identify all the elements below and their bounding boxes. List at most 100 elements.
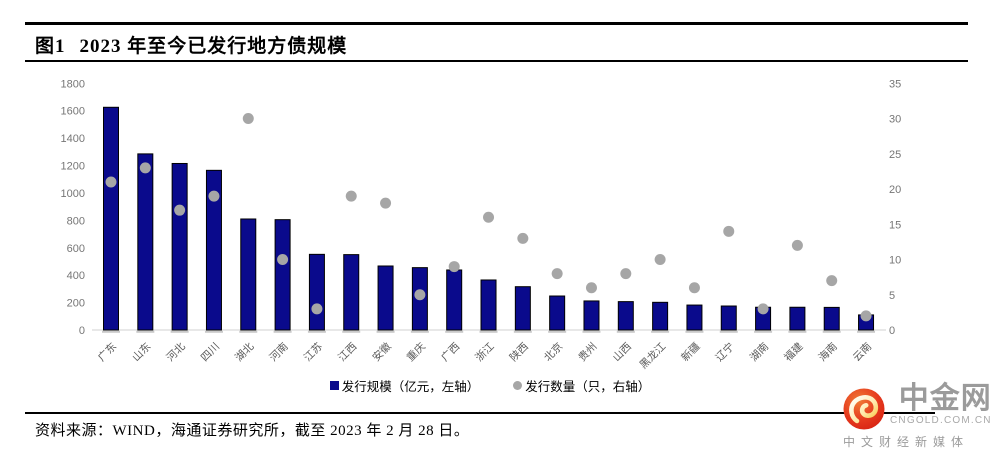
dot [414, 289, 426, 301]
dot [174, 204, 186, 216]
bar [103, 106, 119, 331]
cngold-logo-icon [843, 388, 885, 430]
bar-shadow [548, 330, 567, 333]
x-axis-label: 浙江 [473, 340, 497, 364]
bar-shadow [822, 330, 841, 333]
bar-shadow [651, 330, 670, 333]
right-axis-tick-label: 25 [889, 149, 901, 161]
bar [446, 269, 463, 331]
cngold-domain: CNGOLD.COM.CN [890, 415, 992, 426]
left-axis-tick-label: 1000 [61, 188, 85, 200]
bar-shadow [445, 330, 464, 333]
bar [480, 279, 497, 331]
x-axis-label: 重庆 [404, 340, 428, 364]
dot-series-marker-icon [513, 381, 523, 390]
right-axis-tick-label: 10 [889, 255, 901, 267]
dot [585, 282, 597, 294]
x-axis-label: 河南 [267, 340, 291, 364]
bar-shadow [582, 330, 601, 333]
dot [826, 275, 838, 287]
figure-title: 图1 2023 年至今已发行地方债规模 [35, 30, 347, 58]
dot [860, 310, 872, 322]
bar-shadow [102, 330, 120, 333]
x-axis-label: 山西 [611, 341, 634, 364]
left-axis-tick-label: 600 [67, 243, 85, 255]
bar-shadow [239, 330, 258, 333]
x-axis-label: 广东 [95, 340, 119, 364]
left-axis-tick-label: 1800 [61, 78, 85, 90]
bar [274, 219, 291, 331]
chart-legend: 发行规模（亿元，左轴） 发行数量（只，右轴） [95, 376, 885, 395]
bar-shadow [410, 330, 429, 333]
bar-shadow [788, 330, 807, 333]
dot [242, 113, 254, 125]
x-axis-label: 黑龙江 [637, 340, 669, 372]
legend-label-dots: 发行数量（只，右轴） [525, 380, 651, 394]
x-axis-label: 安徽 [370, 340, 394, 364]
bar [652, 301, 669, 331]
bar-shadow [685, 330, 704, 333]
dot [723, 225, 735, 237]
dot [448, 261, 460, 273]
bar [720, 305, 737, 331]
left-axis-tick-label: 1600 [61, 106, 85, 118]
source-note: 资料来源：WIND，海通证券研究所，截至 2023 年 2 月 28 日。 [35, 423, 470, 439]
x-axis-label: 辽宁 [713, 340, 737, 364]
x-axis-label: 陕西 [507, 340, 531, 364]
right-axis-tick-label: 5 [889, 290, 895, 302]
bar-shadow [719, 330, 738, 333]
bar [377, 265, 394, 331]
bar [789, 306, 806, 331]
cngold-watermark: 中金网 CNGOLD.COM.CN 中文财经新媒体 [843, 384, 1003, 450]
x-axis-label: 江西 [336, 341, 359, 364]
bar [171, 162, 188, 331]
dot [791, 239, 803, 251]
dot [620, 268, 632, 280]
footer-divider [25, 412, 935, 414]
x-axis-label: 新疆 [679, 340, 703, 364]
figure-title-text: 2023 年至今已发行地方债规模 [79, 35, 348, 57]
bar-shadow [754, 330, 773, 333]
dot [483, 211, 495, 223]
bar [583, 300, 600, 331]
dot [208, 190, 220, 202]
bar-shadow [170, 330, 189, 333]
left-axis-tick-label: 1200 [61, 161, 85, 173]
bar-shadow [857, 330, 876, 333]
bar-series-marker-icon [329, 381, 339, 390]
dot [380, 197, 392, 209]
x-axis-label: 广西 [439, 341, 462, 364]
bar-shadow [204, 330, 223, 333]
legend-item-dots: 发行数量（只，右轴） [513, 376, 650, 395]
x-axis-label: 海南 [816, 340, 840, 364]
cngold-tagline: 中文财经新媒体 [843, 435, 970, 449]
legend-label-bars: 发行规模（亿元，左轴） [341, 380, 480, 394]
bar [514, 286, 531, 331]
bar-shadow [376, 330, 395, 333]
bar-shadow [273, 330, 292, 333]
x-axis-label: 山东 [129, 340, 153, 364]
right-axis-tick-label: 0 [889, 325, 895, 337]
dot [105, 176, 117, 188]
bar [308, 253, 325, 331]
dot [517, 232, 529, 244]
x-axis-label: 河北 [164, 340, 188, 364]
x-axis-label: 江苏 [301, 340, 325, 364]
bar-shadow [616, 330, 635, 333]
dot [311, 303, 323, 315]
x-axis-label: 北京 [541, 340, 565, 364]
bar-shadow [342, 330, 361, 333]
figure-label: 图1 [35, 35, 66, 57]
dot [757, 303, 769, 315]
bar [137, 153, 154, 331]
dot [551, 268, 563, 280]
left-axis-tick-label: 1400 [61, 133, 85, 145]
x-axis-label: 四川 [199, 341, 222, 364]
bar-shadow [513, 330, 532, 333]
bar-shadow [136, 330, 155, 333]
x-axis-label: 贵州 [576, 340, 600, 364]
bar [205, 169, 222, 331]
bar-chart: 0 200 400 600 800 1000 1200 1400 1600 1800 0 5 10 15 2… [61, 78, 902, 372]
left-axis-tick-label: 400 [67, 270, 85, 282]
bar [549, 295, 566, 331]
